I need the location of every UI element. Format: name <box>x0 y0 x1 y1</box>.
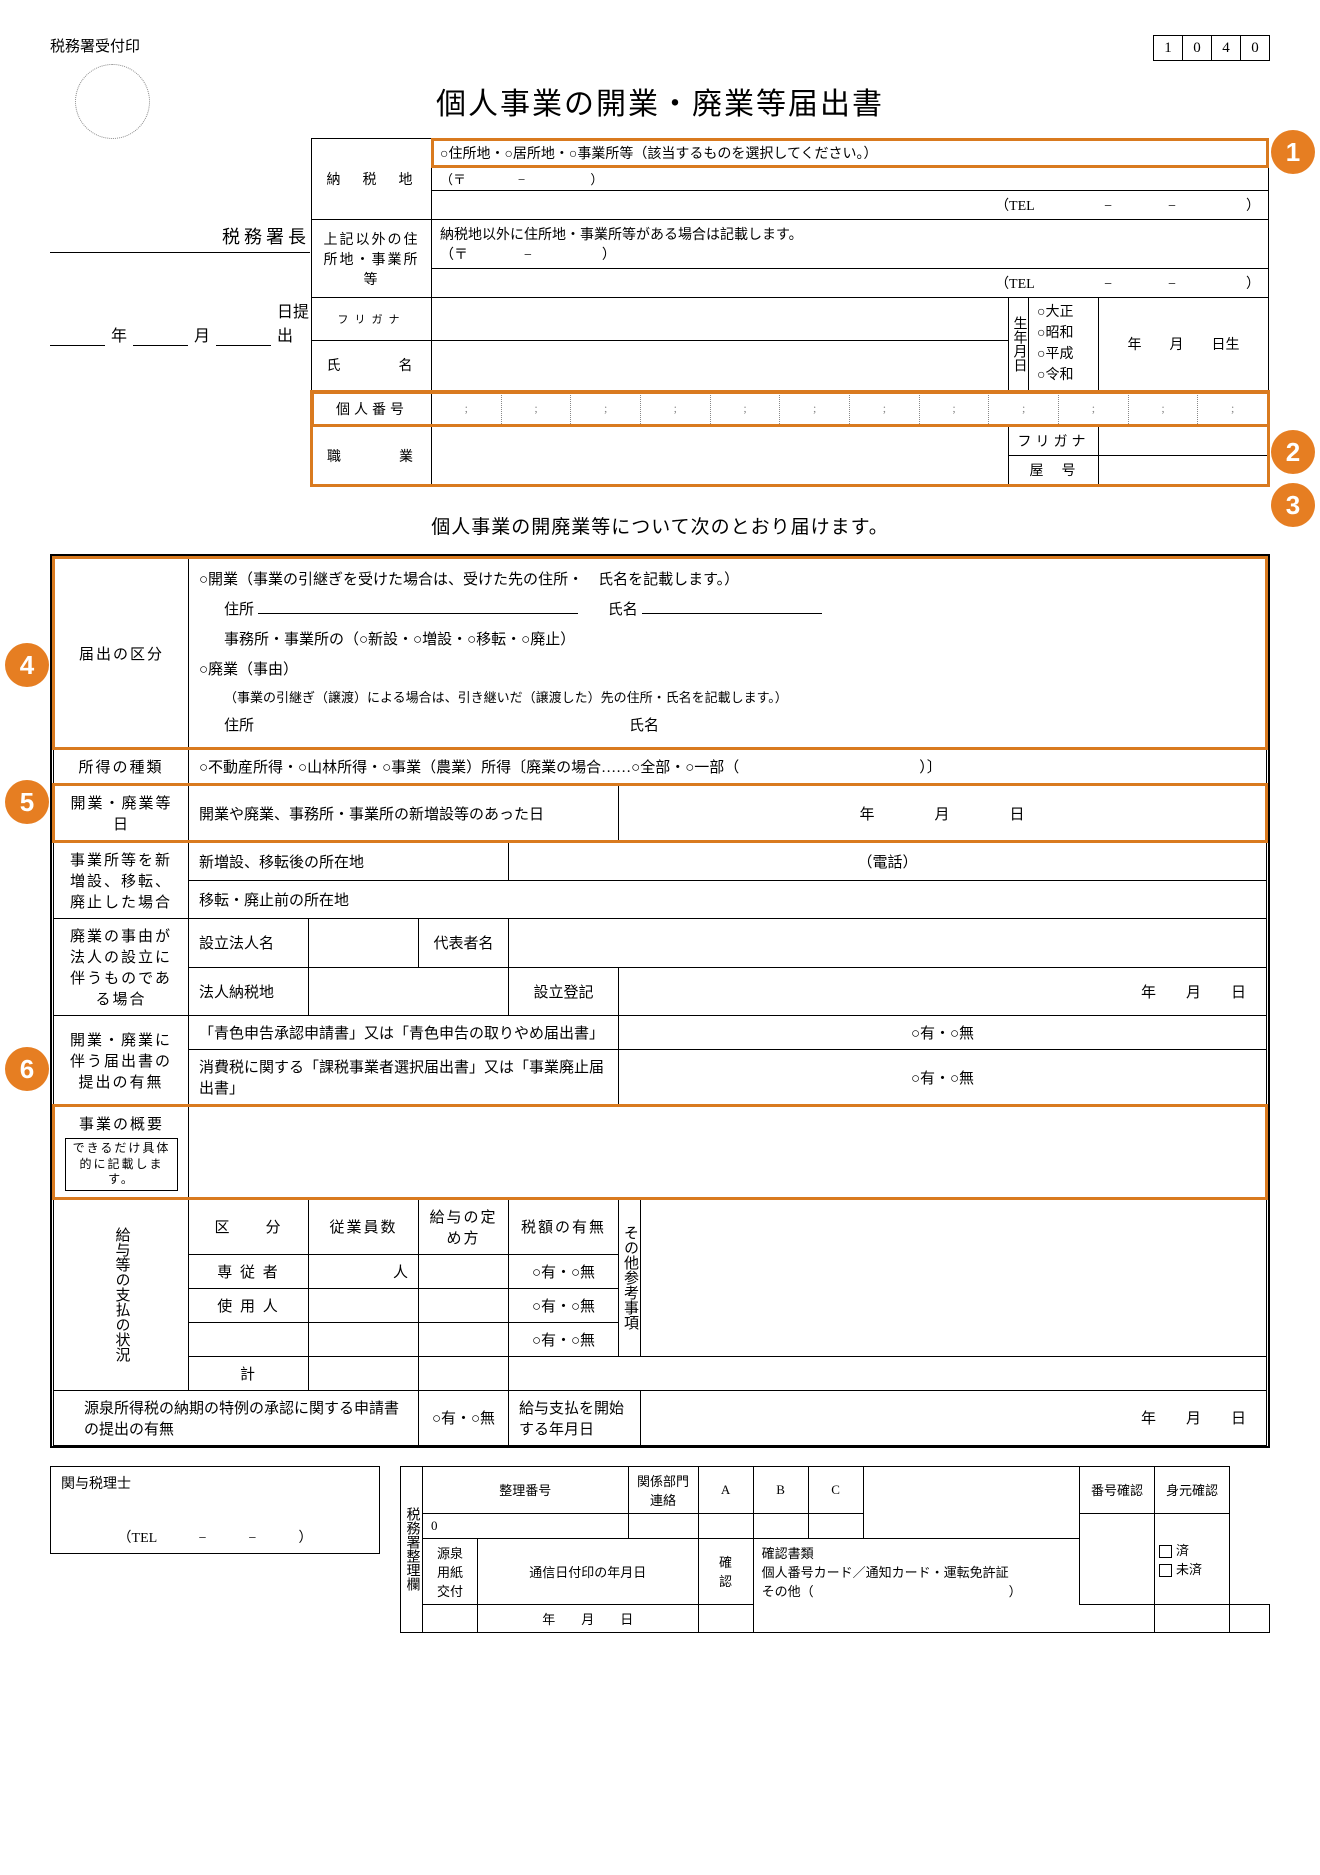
open-date-value[interactable]: 年 月 日 <box>619 785 1267 842</box>
dob-label: 生年月日 <box>1009 298 1029 392</box>
era-options[interactable]: ○大正 ○昭和 ○平成 ○令和 <box>1029 298 1099 392</box>
yago-value[interactable] <box>1099 456 1269 486</box>
stamp-label: 税務署受付印 <box>50 35 1270 56</box>
taxplace-tel[interactable]: （TEL − − ） <box>432 191 1269 220</box>
dob-value[interactable]: 年 月 日生 <box>1099 298 1269 392</box>
main-form: 届出の区分 ○開業（事業の引継ぎを受けた場合は、受けた先の住所・ 氏名を記載しま… <box>52 556 1268 1446</box>
badge-1: 1 <box>1271 130 1315 174</box>
badge-4: 4 <box>5 643 49 687</box>
category-content[interactable]: ○開業（事業の引継ぎを受けた場合は、受けた先の住所・ 氏名を記載します。） 住所… <box>189 558 1267 749</box>
badge-6: 6 <box>5 1047 49 1091</box>
withholding-label: 源泉所得税の納期の特例の承認に関する申請書の提出の有無 <box>54 1390 419 1445</box>
open-date-label: 開業・廃業等日 <box>54 785 189 842</box>
salary-vlabel: 給与等の支払の状況 <box>54 1198 189 1390</box>
subtitle: 個人事業の開廃業等について次のとおり届けます。 <box>50 512 1270 539</box>
badge-2: 2 <box>1271 430 1315 474</box>
documents-label: 開業・廃業に伴う届出書の提出の有無 <box>54 1016 189 1106</box>
office-change-label: 事業所等を新増設、移転、廃止した場合 <box>54 842 189 919</box>
occupation-label: 職 業 <box>312 426 432 486</box>
page-title: 個人事業の開業・廃業等届出書 <box>50 79 1270 123</box>
form-code: 1 0 4 0 <box>1154 35 1270 61</box>
badge-3: 3 <box>1271 483 1315 527</box>
office-use: 税務署整理欄 整理番号 関係部門連絡 A B C 番号確認 身元確認 0 済 未… <box>400 1466 1270 1633</box>
name-label: 氏 名 <box>312 340 432 391</box>
tax-office-head: 税務署長 <box>50 223 310 253</box>
category-label: 届出の区分 <box>54 558 189 749</box>
submit-date: 年 月 日提出 <box>50 298 310 346</box>
overview-label: 事業の概要 できるだけ具体的に記載します。 <box>54 1106 189 1199</box>
mynumber-label: 個人番号 <box>312 392 432 426</box>
tax-accountant: 関与税理士 （TEL − − ） <box>50 1466 380 1554</box>
name-value[interactable] <box>432 340 1009 391</box>
occupation-value[interactable] <box>432 426 1009 486</box>
overview-value[interactable] <box>189 1106 1267 1199</box>
taxplace-options-highlight: ○住所地・○居所地・○事業所等（該当するものを選択してください。） <box>432 139 1268 167</box>
income-type-label: 所得の種類 <box>54 749 189 785</box>
applicant-info: 納 税 地 ○住所地・○居所地・○事業所等（該当するものを選択してください。） … <box>310 138 1270 487</box>
corp-label: 廃業の事由が法人の設立に伴うものである場合 <box>54 919 189 1016</box>
badge-5: 5 <box>5 780 49 824</box>
income-type-value[interactable]: ○不動産所得・○山林所得・○事業（農業）所得〔廃業の場合……○全部・○一部（ ）… <box>189 749 1267 785</box>
other-addr-label: 上記以外の住所地・事業所等 <box>312 220 432 298</box>
yago-label: 屋 号 <box>1009 456 1099 486</box>
mynumber-cells[interactable]: ;;;;;;;;;;;; <box>432 392 1269 426</box>
taxplace-label: 納 税 地 <box>312 139 432 220</box>
other-tel[interactable]: （TEL − − ） <box>432 269 1269 298</box>
